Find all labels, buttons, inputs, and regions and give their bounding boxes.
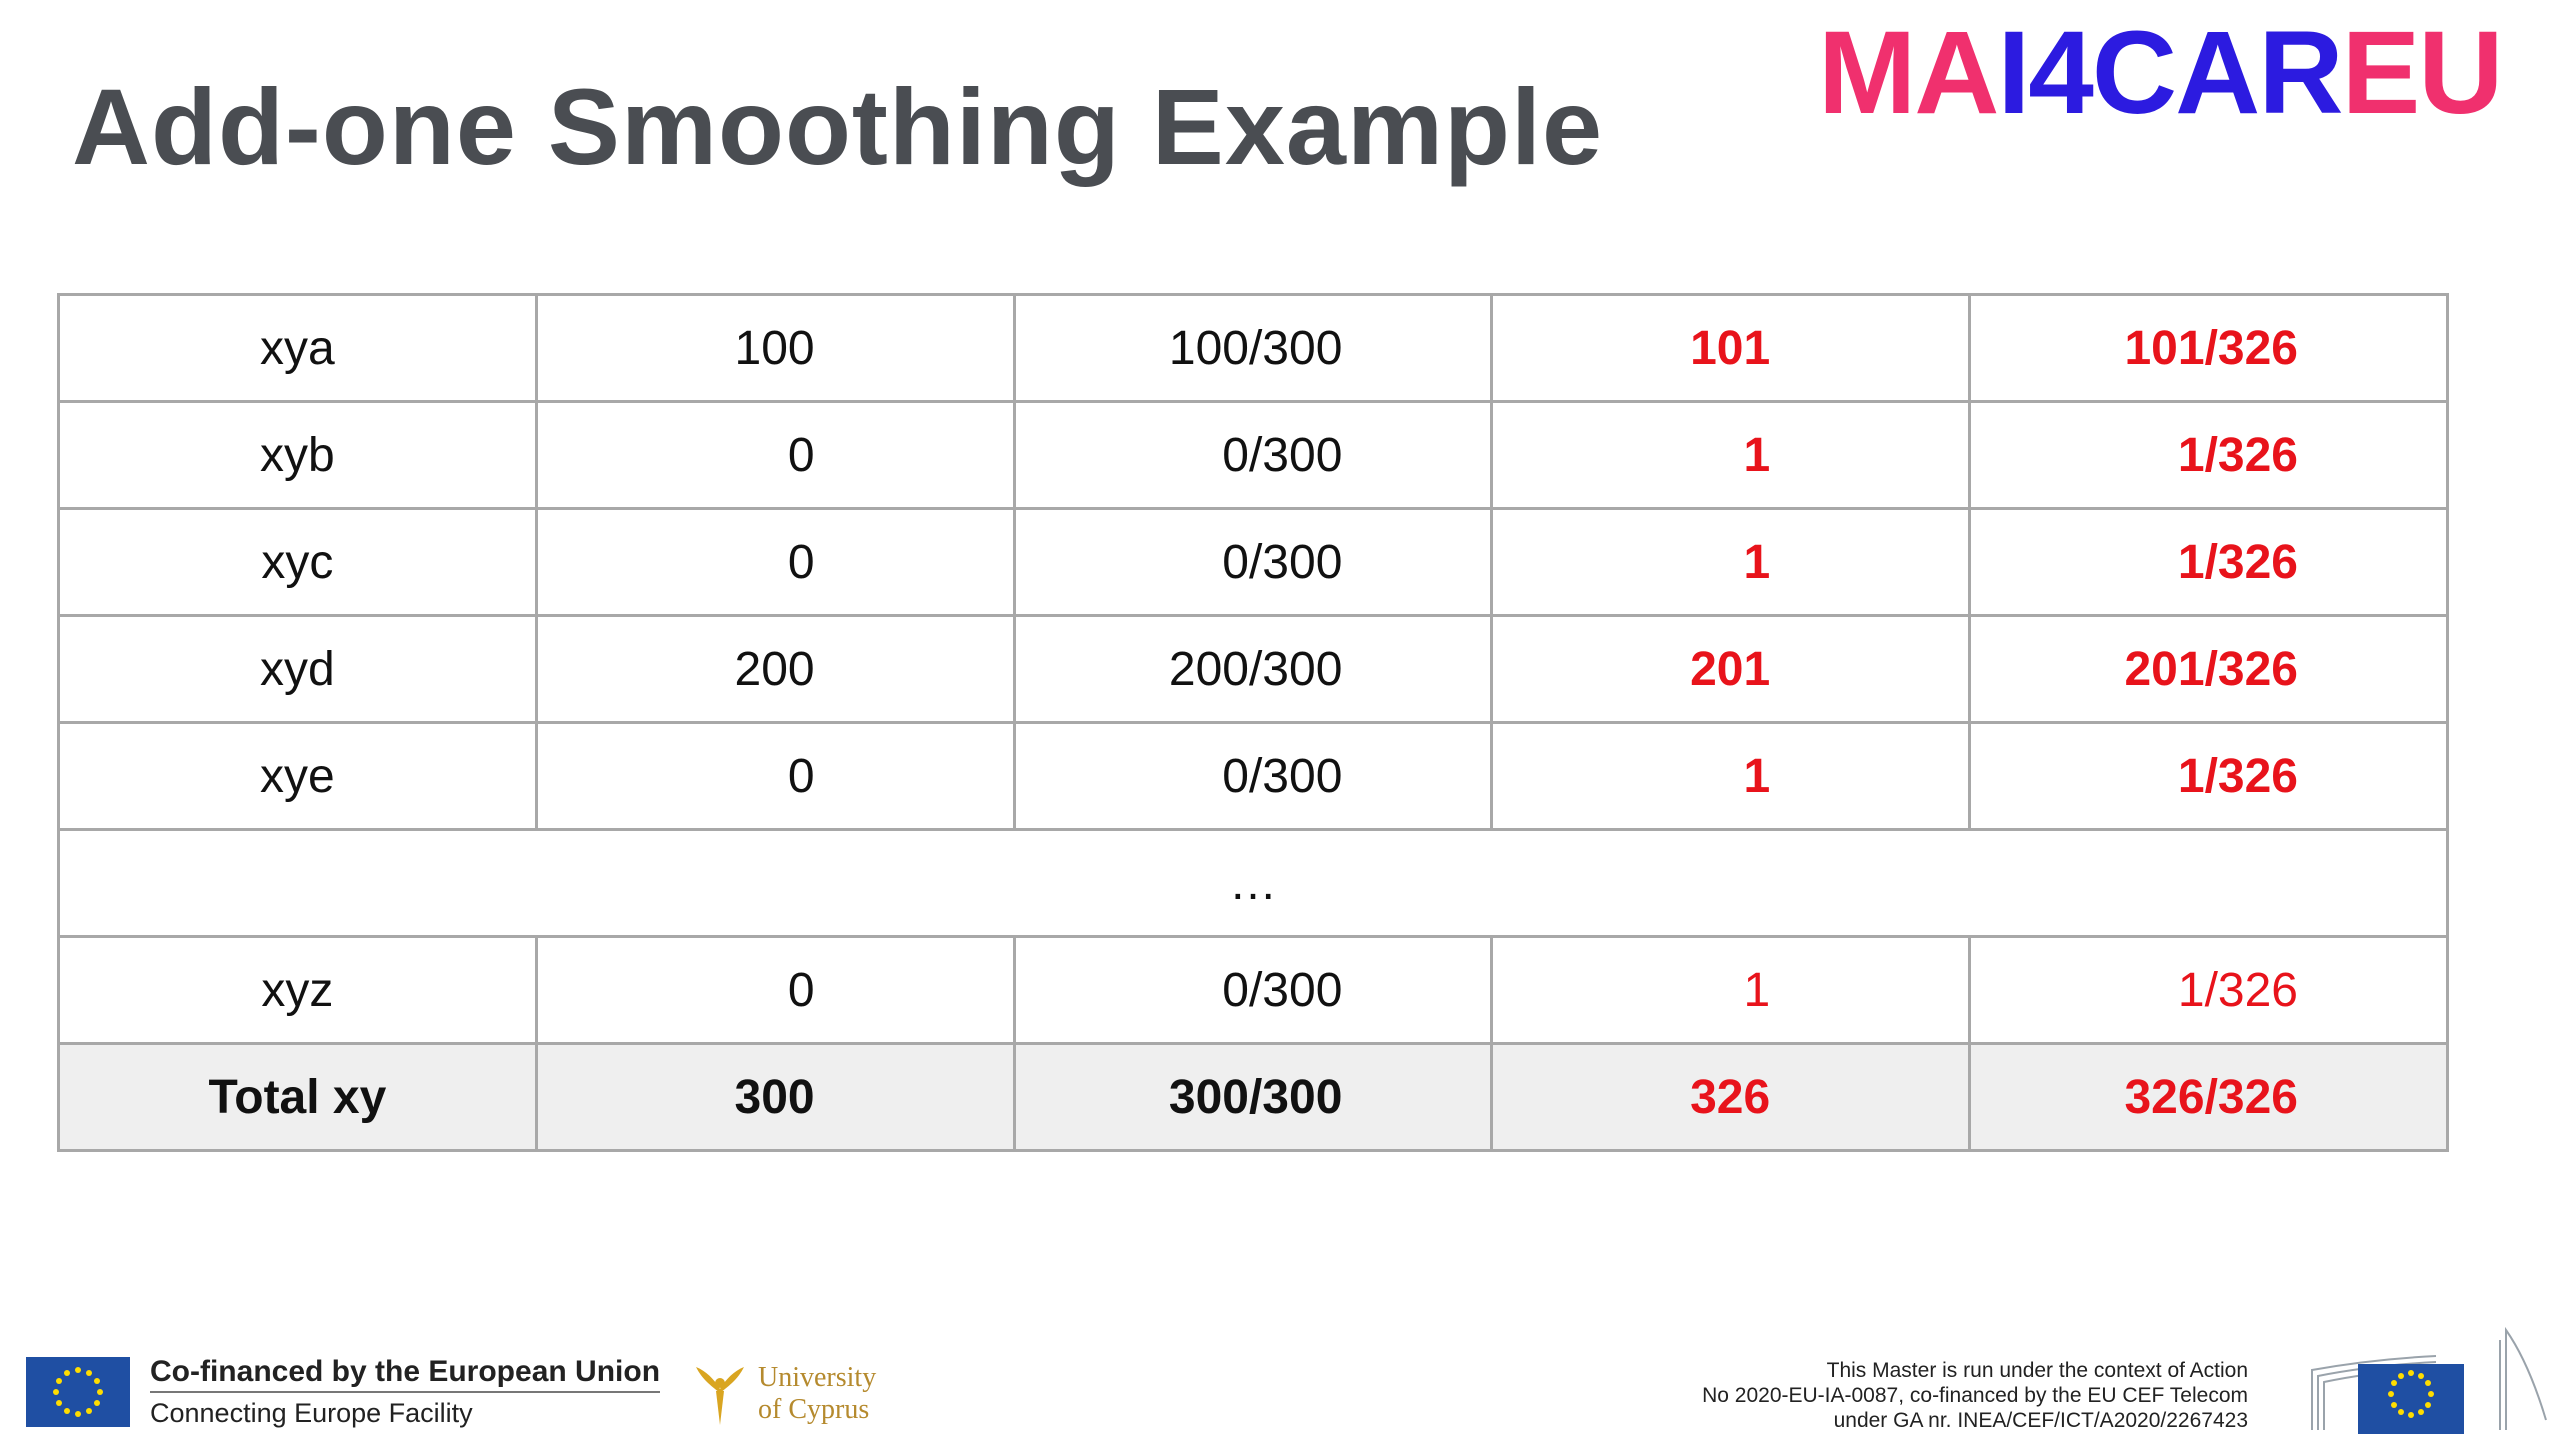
total-add-count-cell: 326: [1490, 1042, 1972, 1152]
ellipsis-row: …: [57, 828, 2449, 938]
add-prob-cell: 1/326: [1968, 400, 2449, 510]
prob-cell: 0/300: [1012, 400, 1494, 510]
prob-cell: 0/300: [1012, 935, 1494, 1045]
eu-flag-icon: [26, 1357, 130, 1427]
add-count-cell: 101: [1490, 293, 1972, 403]
action-notice: This Master is run under the context of …: [1702, 1358, 2248, 1434]
total-prob-cell: 300/300: [1012, 1042, 1494, 1152]
add-prob-cell: 1/326: [1968, 721, 2449, 831]
smoothing-table: xya 100 100/300 101 101/326 xyb 0 0/300 …: [57, 293, 2449, 1152]
label-cell: xye: [57, 721, 538, 831]
total-row: Total xy 300 300/300 326 326/326: [57, 1042, 2449, 1152]
action-line3: under GA nr. INEA/CEF/ICT/A2020/2267423: [1833, 1409, 2248, 1433]
count-cell: 0: [534, 400, 1016, 510]
add-count-cell: 1: [1490, 507, 1972, 617]
add-prob-cell: 1/326: [1968, 935, 2449, 1045]
add-prob-cell: 1/326: [1968, 507, 2449, 617]
table-row: xye 0 0/300 1 1/326: [57, 721, 2449, 831]
label-cell: xyz: [57, 935, 538, 1045]
count-cell: 0: [534, 507, 1016, 617]
add-count-cell: 1: [1490, 935, 1972, 1045]
table-row: xyz 0 0/300 1 1/326: [57, 935, 2449, 1045]
add-prob-cell: 101/326: [1968, 293, 2449, 403]
total-count-cell: 300: [534, 1042, 1016, 1152]
prob-cell: 0/300: [1012, 507, 1494, 617]
count-cell: 100: [534, 293, 1016, 403]
cofinanced-text: Co-financed by the European Union: [150, 1355, 661, 1389]
table-row: xyb 0 0/300 1 1/326: [57, 400, 2449, 510]
table-row: xyd 200 200/300 201 201/326: [57, 614, 2449, 724]
prob-cell: 100/300: [1012, 293, 1494, 403]
table-row: xya 100 100/300 101 101/326: [57, 293, 2449, 403]
cef-funding-logo: Co-financed by the European Union Connec…: [26, 1352, 661, 1432]
university-line1: University: [758, 1361, 877, 1393]
count-cell: 0: [534, 721, 1016, 831]
table-row: xyc 0 0/300 1 1/326: [57, 507, 2449, 617]
prob-cell: 0/300: [1012, 721, 1494, 831]
ellipsis-cell: …: [57, 828, 2449, 938]
count-cell: 0: [534, 935, 1016, 1045]
label-cell: xyc: [57, 507, 538, 617]
facility-text: Connecting Europe Facility: [150, 1390, 661, 1431]
add-count-cell: 1: [1490, 400, 1972, 510]
add-count-cell: 1: [1490, 721, 1972, 831]
action-line2: No 2020-EU-IA-0087, co-financed by the E…: [1702, 1384, 2248, 1408]
add-prob-cell: 201/326: [1968, 614, 2449, 724]
university-of-cyprus-logo: University of Cyprus: [692, 1356, 876, 1432]
total-label-cell: Total xy: [57, 1042, 538, 1152]
label-cell: xyb: [57, 400, 538, 510]
add-count-cell: 201: [1490, 614, 1972, 724]
european-commission-logo: [2306, 1310, 2552, 1434]
prob-cell: 200/300: [1012, 614, 1494, 724]
count-cell: 200: [534, 614, 1016, 724]
ucy-emblem-icon: [696, 1367, 744, 1425]
label-cell: xyd: [57, 614, 538, 724]
slide-title: Add-one Smoothing Example: [72, 66, 1604, 187]
action-line1: This Master is run under the context of …: [1826, 1359, 2248, 1382]
university-line2: of Cyprus: [758, 1394, 870, 1425]
label-cell: xya: [57, 293, 538, 403]
mai4careu-logo: MAI4CAREU: [1818, 7, 2503, 139]
total-add-prob-cell: 326/326: [1968, 1042, 2449, 1152]
